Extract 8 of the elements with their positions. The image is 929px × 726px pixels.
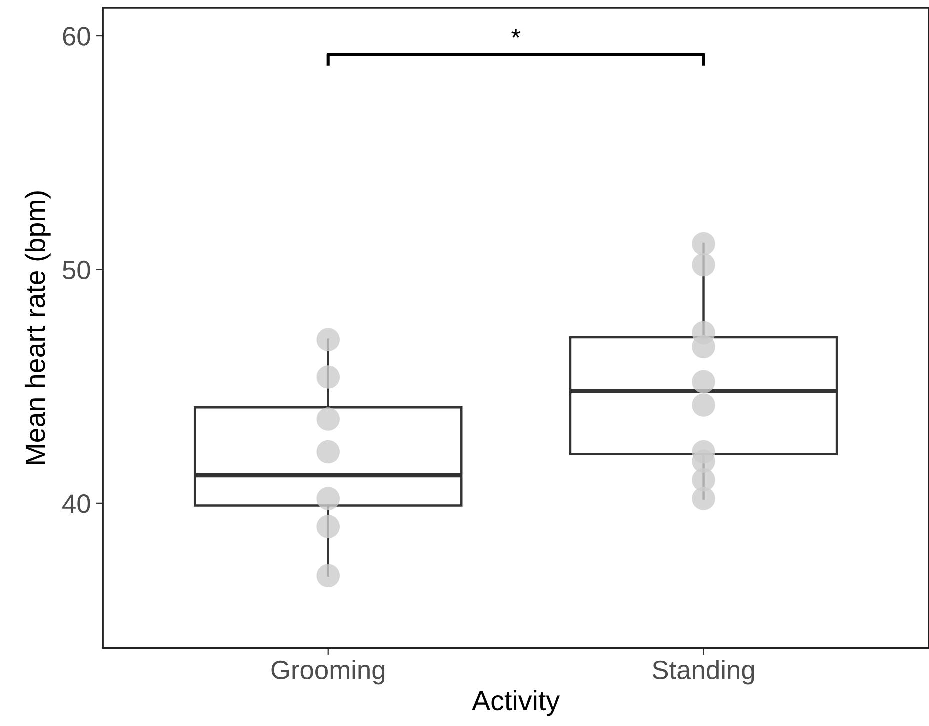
x-tick-label: Grooming — [272, 660, 385, 685]
y-tick-label: 40 — [62, 494, 90, 514]
y-tick-label: 50 — [63, 260, 90, 280]
x-tick-label: Standing — [652, 660, 754, 685]
y-tick-label: 60 — [63, 27, 90, 46]
x-axis-title: Activity — [472, 690, 560, 716]
y-axis-title: Mean heart rate (bpm) — [24, 192, 51, 464]
annotation: * — [512, 29, 521, 38]
